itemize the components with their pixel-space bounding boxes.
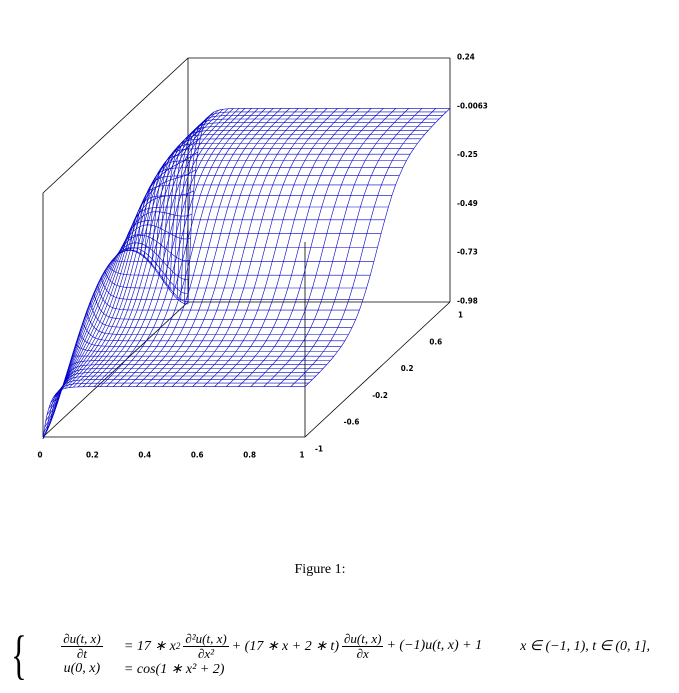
num: ∂u(t, x) bbox=[342, 630, 384, 647]
mesh-line bbox=[46, 382, 309, 432]
term: + (17 ∗ x + 2 ∗ t) bbox=[231, 638, 339, 654]
mesh-line bbox=[144, 160, 407, 258]
x-tick-label: -1 bbox=[315, 445, 323, 454]
mesh-line bbox=[173, 122, 436, 295]
z-tick-label: -0.73 bbox=[457, 248, 478, 257]
z-tick-label: -0.49 bbox=[457, 199, 478, 208]
t-tick-label: 0.6 bbox=[191, 451, 204, 460]
mesh-line bbox=[140, 167, 403, 255]
mesh-line bbox=[73, 110, 219, 388]
fraction: ∂u(t, x) ∂t bbox=[61, 630, 103, 661]
domain: x ∈ (−1, 1), t ∈ (0, 1], bbox=[520, 638, 650, 654]
mesh-line bbox=[104, 270, 367, 289]
mesh-line bbox=[75, 344, 338, 352]
mesh-line bbox=[97, 284, 360, 311]
num: ∂u(t, x) bbox=[61, 630, 103, 647]
mesh-line bbox=[176, 118, 440, 299]
mesh-line bbox=[60, 368, 324, 392]
sup: 2 bbox=[175, 641, 181, 651]
mesh-line bbox=[133, 184, 396, 252]
mesh-line bbox=[53, 375, 316, 414]
mesh-line bbox=[45, 224, 191, 422]
mesh-line bbox=[187, 108, 450, 304]
x-tick-label: 0.2 bbox=[401, 364, 414, 373]
brace: { bbox=[11, 625, 27, 685]
mesh-line bbox=[155, 143, 418, 270]
z-tick-label: -0.0063 bbox=[457, 101, 488, 110]
x-tick-label: 1 bbox=[458, 311, 463, 320]
box-edge bbox=[42, 301, 189, 438]
t-tick-label: 1 bbox=[299, 451, 304, 460]
eq-row: u(0, x) = cos(1 ∗ x² + 2) bbox=[40, 660, 650, 678]
mesh-line bbox=[50, 379, 313, 424]
term: = cos(1 ∗ x² + 2) bbox=[123, 661, 225, 677]
fraction: ∂²u(t, x) ∂x² bbox=[183, 630, 229, 661]
fraction: ∂u(t, x) ∂x bbox=[342, 630, 384, 661]
mesh-line bbox=[111, 260, 374, 262]
box-edge bbox=[42, 57, 189, 194]
den: ∂x² bbox=[197, 645, 215, 661]
num: ∂²u(t, x) bbox=[183, 630, 229, 647]
mesh-line bbox=[115, 247, 378, 257]
den: ∂x bbox=[356, 645, 369, 661]
term: u(0, x) bbox=[63, 661, 101, 676]
x-tick-label: 0.6 bbox=[429, 337, 442, 346]
box-edge bbox=[304, 301, 451, 438]
den: ∂t bbox=[76, 645, 87, 661]
mesh-line bbox=[86, 311, 349, 335]
mesh-line bbox=[82, 321, 345, 342]
mesh-line bbox=[169, 126, 432, 291]
caption: Figure 1: bbox=[294, 562, 346, 577]
mesh-line bbox=[147, 153, 411, 262]
mesh-line bbox=[89, 301, 353, 328]
t-tick-label: 0.2 bbox=[86, 451, 99, 460]
t-tick-label: 0.4 bbox=[138, 451, 151, 460]
z-tick-label: 0.24 bbox=[457, 53, 475, 62]
mesh-line bbox=[151, 148, 414, 266]
mesh-line bbox=[137, 175, 400, 253]
mesh-line bbox=[129, 195, 392, 251]
z-tick-label: -0.98 bbox=[457, 297, 478, 306]
x-tick-label: -0.6 bbox=[344, 418, 360, 427]
mesh-line bbox=[79, 332, 342, 347]
t-tick-label: 0 bbox=[37, 451, 42, 460]
mesh-line bbox=[93, 293, 356, 320]
mesh-line bbox=[180, 115, 443, 302]
mesh-line bbox=[184, 111, 447, 304]
mesh-line bbox=[68, 360, 331, 369]
z-tick-label: -0.25 bbox=[457, 150, 478, 159]
mesh-line bbox=[126, 206, 389, 251]
term: = 17 ∗ x bbox=[123, 638, 176, 654]
mesh-line bbox=[162, 134, 425, 281]
term: + (−1)u(t, x) + 1 bbox=[386, 638, 483, 653]
surface-plot: 0.24 -0.0063 -0.25 -0.49 -0.73 -0.98 0 0.2 0.4 0.… bbox=[37, 53, 488, 460]
mesh-line bbox=[122, 219, 385, 252]
t-tick-label: 0.8 bbox=[243, 451, 256, 460]
mesh-line bbox=[57, 372, 320, 403]
mesh-line bbox=[100, 277, 363, 300]
mesh-line bbox=[158, 138, 421, 275]
mesh-line bbox=[166, 130, 429, 286]
mesh-line bbox=[64, 364, 327, 380]
x-tick-label: -0.2 bbox=[372, 391, 388, 400]
mesh-line bbox=[42, 386, 305, 439]
